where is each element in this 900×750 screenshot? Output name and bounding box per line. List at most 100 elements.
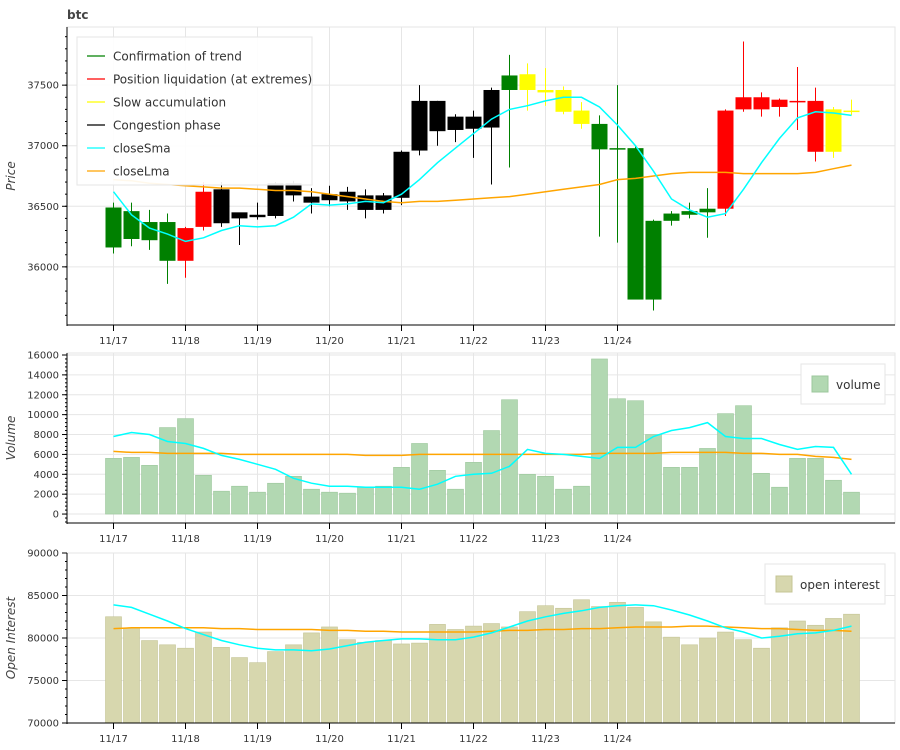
volume-bar [465, 462, 482, 515]
x-tick-label: 11/17 [99, 734, 128, 745]
volume-bar [627, 400, 644, 515]
y-tick-label: 36000 [27, 262, 59, 273]
open-interest-bar [213, 647, 230, 724]
volume-bar [411, 443, 428, 515]
axes: 0 2000 4000 6000 8000 10000 12000 14000 16000 11/… [4, 350, 895, 545]
volume-bar [303, 488, 320, 515]
chart-panel-1: 36000 36500 37000 37500 11/17 11/18 11/19 11/20… [4, 26, 896, 347]
volume-bar [249, 491, 266, 515]
volume-bar [843, 491, 860, 515]
candle-body [177, 228, 194, 261]
volume-bar [537, 475, 554, 515]
volume-bar [339, 492, 356, 515]
open-interest-bar [267, 651, 284, 724]
open-interest-bar [519, 611, 536, 724]
volume-bar [573, 485, 590, 515]
y-tick-label: 0 [53, 510, 59, 521]
y-tick-label: 85000 [27, 591, 59, 602]
open-interest-bar [195, 631, 212, 724]
volume-bar [519, 473, 536, 515]
candle-body [771, 99, 788, 107]
plot-data [105, 358, 860, 515]
volume-bar [699, 448, 716, 515]
candle-body [465, 116, 482, 129]
candle-body [699, 208, 716, 213]
y-tick-label: 90000 [27, 549, 59, 560]
x-tick-label: 11/23 [531, 336, 560, 347]
candle-body [645, 220, 662, 300]
legend-label: Position liquidation (at extremes) [113, 73, 312, 87]
legend-label: open interest [800, 578, 880, 592]
candle-body [807, 100, 824, 152]
x-tick-label: 11/18 [171, 534, 200, 545]
volume-bar [231, 485, 248, 515]
open-interest-bar [447, 629, 464, 724]
volume-bar [501, 399, 518, 515]
y-tick-label: 37500 [27, 81, 59, 92]
candle-body [717, 110, 734, 209]
x-tick-label: 11/17 [99, 534, 128, 545]
y-tick-label: 6000 [34, 450, 59, 461]
legend-label: closeSma [113, 142, 171, 156]
open-interest-bar [285, 644, 302, 724]
x-tick-label: 11/19 [243, 534, 272, 545]
volume-bar [825, 479, 842, 515]
open-interest-bar [411, 642, 428, 724]
candle-body [447, 116, 464, 130]
y-tick-label: 2000 [34, 490, 59, 501]
candle-body [321, 194, 338, 201]
x-tick-label: 11/22 [459, 534, 488, 545]
series-line-closeLma [113, 625, 852, 633]
legend-label: Confirmation of trend [113, 50, 242, 64]
y-tick-label: 4000 [34, 470, 59, 481]
candle-body [753, 97, 770, 110]
volume-bar [393, 467, 410, 515]
volume-bar [447, 488, 464, 515]
x-tick-label: 11/19 [243, 734, 272, 745]
candle-body [231, 212, 248, 219]
candle-body [159, 222, 176, 261]
open-interest-bar [141, 640, 158, 724]
open-interest-bar [483, 623, 500, 724]
x-tick-label: 11/20 [315, 534, 344, 545]
x-tick-label: 11/24 [603, 734, 632, 745]
plot-data [105, 41, 860, 311]
legend: Confirmation of trend Position liquidatio… [76, 36, 313, 186]
candle-body [429, 100, 446, 132]
candle-body [393, 151, 410, 198]
candle-body [825, 109, 842, 152]
series-line-closeSma [113, 421, 853, 490]
candle-body [681, 211, 698, 215]
volume-bar [645, 434, 662, 515]
x-tick-label: 11/17 [99, 336, 128, 347]
y-tick-label: 12000 [27, 390, 59, 401]
y-tick-label: 75000 [27, 676, 59, 687]
x-tick-label: 11/21 [387, 336, 416, 347]
open-interest-bar [825, 618, 842, 724]
open-interest-bar [177, 647, 194, 724]
open-interest-bar [357, 641, 374, 724]
legend-label: Congestion phase [113, 119, 221, 133]
volume-bar [681, 467, 698, 515]
candle-body [573, 110, 590, 124]
candle-body [735, 97, 752, 110]
axes: 70000 75000 80000 85000 90000 11/17 11/18 11/19… [4, 549, 895, 745]
x-tick-label: 11/19 [243, 336, 272, 347]
series-line-closeLma [113, 164, 852, 204]
open-interest-bar [789, 620, 806, 724]
plot-data [105, 599, 860, 724]
candle-body [591, 123, 608, 150]
open-interest-bar [555, 607, 572, 724]
x-tick-label: 11/21 [387, 734, 416, 745]
y-tick-label: 10000 [27, 410, 59, 421]
volume-bar [753, 472, 770, 515]
volume-bar [735, 405, 752, 515]
series-line-closeSma [113, 604, 852, 652]
open-interest-bar [681, 644, 698, 724]
series-line-closeSma [112, 96, 852, 243]
axes: 36000 36500 37000 37500 11/17 11/18 11/19 11/20… [4, 27, 895, 347]
open-interest-bar [717, 631, 734, 724]
candle-body [501, 75, 518, 90]
y-tick-label: 37000 [27, 141, 59, 152]
volume-bar [771, 486, 788, 515]
